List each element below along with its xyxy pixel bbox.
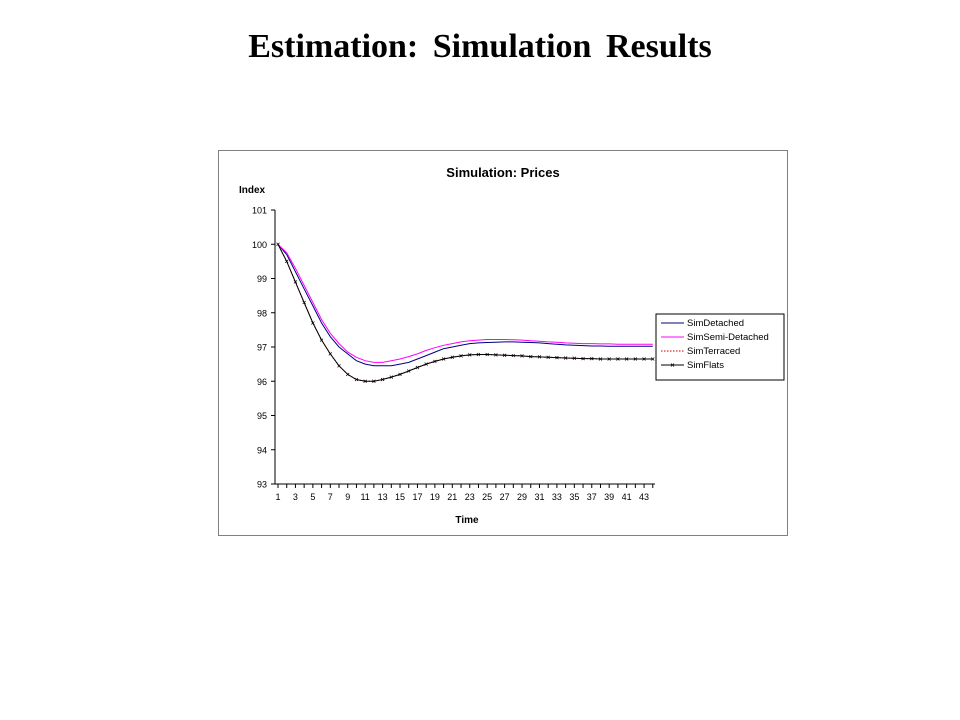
data-point-marker	[354, 377, 359, 382]
data-point-marker	[633, 357, 638, 361]
x-tick-label: 41	[622, 492, 632, 502]
data-point-marker	[459, 354, 463, 358]
x-tick-label: 7	[328, 492, 333, 502]
y-tick-label: 97	[257, 343, 267, 353]
x-tick-label: 37	[587, 492, 597, 502]
data-point-marker	[276, 242, 280, 246]
data-point-marker	[555, 355, 559, 360]
series-line-simterraced	[277, 244, 653, 382]
slide-title: Estimation: Simulation Results	[248, 28, 712, 65]
data-point-marker	[607, 357, 611, 361]
y-tick-label: 101	[252, 206, 267, 216]
legend-label-simterraced: SimTerraced	[687, 346, 740, 357]
data-point-marker	[372, 379, 376, 383]
y-tick-label: 98	[257, 308, 267, 318]
x-tick-label: 33	[552, 492, 562, 502]
legend-box	[655, 313, 785, 381]
x-tick-label: 31	[534, 492, 544, 502]
x-tick-label: 35	[569, 492, 579, 502]
series-line-simdetached	[277, 243, 653, 367]
y-tick-label: 94	[257, 445, 267, 455]
data-point-marker	[363, 379, 367, 383]
data-point-marker	[563, 356, 568, 360]
data-point-marker	[529, 354, 533, 359]
x-tick-label: 21	[447, 492, 457, 502]
x-tick-label: 23	[465, 492, 475, 502]
x-tick-label: 25	[482, 492, 492, 502]
data-point-marker	[511, 353, 516, 358]
chart-frame: Simulation: Prices Index Time 93 94 95 96 97…	[218, 150, 788, 536]
x-tick-label: 5	[310, 492, 315, 502]
x-tick-label: 43	[639, 492, 649, 502]
y-tick-label: 100	[252, 240, 267, 250]
x-tick-label: 11	[360, 492, 369, 502]
data-point-marker	[494, 353, 498, 357]
data-point-marker	[293, 280, 298, 284]
series-line-simflats	[277, 244, 653, 382]
data-point-marker	[302, 300, 306, 305]
legend-marker	[670, 363, 675, 367]
data-point-marker	[651, 357, 655, 361]
x-axis-label: Time	[455, 515, 479, 526]
data-point-marker	[624, 357, 629, 361]
data-point-marker	[572, 356, 577, 361]
data-point-marker	[424, 362, 428, 366]
x-tick-label: 27	[500, 492, 510, 502]
data-point-marker	[284, 259, 289, 264]
x-tick-label: 9	[345, 492, 350, 502]
legend-label-simflats: SimFlats	[687, 360, 724, 371]
data-point-marker	[337, 364, 341, 368]
data-point-marker	[598, 357, 603, 361]
data-point-marker	[642, 357, 646, 361]
legend-label-simsemi-detached: SimSemi-Detached	[687, 332, 769, 343]
legend-label-simdetached: SimDetached	[687, 318, 744, 329]
data-point-marker	[406, 369, 411, 373]
series-lines	[276, 242, 655, 383]
x-tick-label: 17	[412, 492, 422, 502]
x-tick-label: 39	[604, 492, 614, 502]
data-point-marker	[380, 377, 385, 382]
data-point-marker	[433, 359, 437, 364]
data-point-marker	[450, 355, 455, 360]
x-tick-label: 1	[275, 492, 280, 502]
data-point-marker	[319, 338, 324, 342]
legend: SimDetached SimSemi-Detached SimTerraced Si…	[655, 313, 785, 381]
x-tick-label: 29	[517, 492, 527, 502]
data-point-marker	[537, 355, 542, 359]
y-tick-label: 99	[257, 274, 267, 284]
data-point-marker	[389, 375, 394, 379]
y-tick-label: 95	[257, 411, 267, 421]
price-simulation-chart: Simulation: Prices Index Time 9394959697…	[239, 165, 785, 526]
data-point-marker	[311, 321, 315, 325]
data-point-marker	[476, 352, 481, 357]
data-point-marker	[345, 372, 350, 377]
y-tick-label: 93	[257, 480, 267, 490]
x-tick-label: 19	[430, 492, 440, 502]
data-point-marker	[520, 354, 524, 358]
data-point-marker	[590, 356, 594, 361]
data-point-marker	[581, 356, 585, 361]
data-point-marker	[398, 372, 402, 377]
x-tick-label: 13	[378, 492, 388, 502]
series-line-simsemi-detached	[277, 243, 653, 363]
data-point-marker	[328, 352, 333, 356]
data-point-marker	[485, 352, 489, 357]
data-point-marker	[441, 357, 446, 361]
y-axis-label: Index	[239, 185, 266, 196]
chart-title: Simulation: Prices	[446, 165, 559, 180]
data-point-marker	[616, 357, 620, 361]
data-point-marker	[467, 353, 472, 357]
data-point-marker	[502, 353, 507, 357]
data-point-marker	[415, 365, 420, 370]
data-point-marker	[546, 355, 550, 360]
x-tick-label: 3	[293, 492, 298, 502]
y-tick-label: 96	[257, 377, 267, 387]
x-tick-label: 15	[395, 492, 405, 502]
